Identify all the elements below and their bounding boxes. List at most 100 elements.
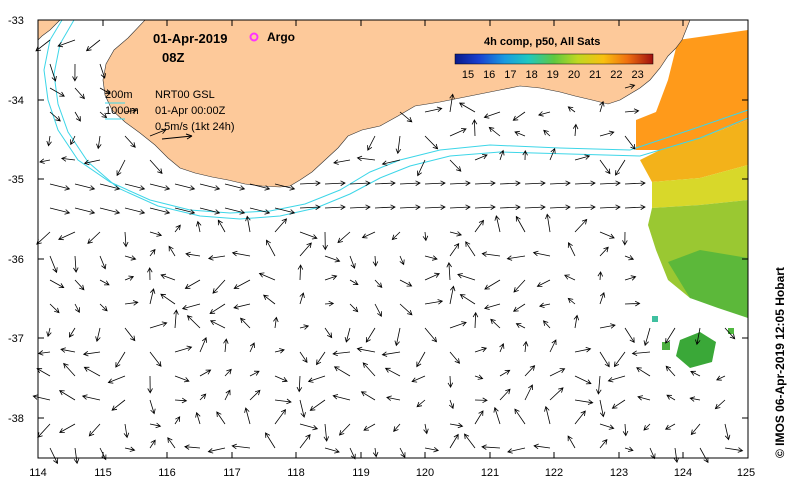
current-arrow-icon (324, 447, 340, 454)
current-arrow-icon (483, 111, 501, 119)
current-arrow-icon (499, 204, 521, 210)
current-arrow-icon (549, 147, 556, 161)
current-arrow-icon (115, 351, 126, 368)
current-arrow-icon (99, 111, 108, 119)
current-arrow-icon (149, 128, 167, 137)
current-arrow-icon (374, 279, 383, 289)
current-arrow-icon (474, 346, 488, 353)
current-arrow-icon (424, 255, 438, 261)
current-arrow-icon (49, 207, 71, 215)
current-arrow-icon (549, 180, 571, 186)
current-arrow-icon (484, 279, 501, 290)
current-arrow-icon (149, 207, 171, 215)
current-arrow-icon (297, 264, 304, 281)
current-arrow-icon (544, 405, 551, 425)
current-arrow-icon (622, 231, 628, 246)
current-arrow-icon (574, 204, 596, 210)
current-arrow-icon (399, 447, 406, 459)
current-arrow-icon (263, 294, 276, 305)
current-arrow-icon (474, 397, 488, 404)
current-arrow-icon (296, 375, 303, 393)
current-arrow-icon (174, 207, 196, 215)
current-arrow-icon (643, 423, 651, 431)
copyright-text: © IMOS 06-Apr-2019 12:05 Hobart (773, 267, 787, 458)
current-arrow-icon (356, 346, 376, 353)
current-arrow-icon (181, 303, 201, 311)
current-arrow-icon (599, 204, 621, 210)
current-arrow-icon (399, 180, 421, 186)
y-tick-label: -34 (8, 95, 24, 107)
current-arrow-icon (386, 395, 401, 401)
current-arrow-icon (124, 207, 146, 215)
current-arrow-icon (124, 327, 136, 342)
current-arrow-icon (216, 411, 226, 425)
current-arrow-icon (82, 350, 101, 357)
current-arrow-icon (665, 327, 676, 344)
current-arrow-icon (49, 111, 61, 122)
current-arrow-icon (449, 433, 459, 449)
current-arrow-icon (724, 423, 731, 441)
current-arrow-icon (299, 324, 310, 330)
current-arrow-icon (599, 231, 615, 239)
current-arrow-icon (299, 423, 319, 431)
current-arrow-icon (174, 224, 181, 233)
current-arrow-icon (607, 375, 626, 383)
colorbar-tick-label: 19 (547, 69, 559, 81)
current-arrow-icon (349, 180, 371, 186)
current-arrow-icon (637, 395, 651, 401)
current-arrow-icon (599, 292, 606, 305)
current-arrow-icon (349, 279, 359, 286)
current-arrow-icon (81, 394, 101, 401)
current-arrow-icon (199, 369, 212, 377)
current-arrow-icon (514, 408, 526, 425)
current-arrow-icon (323, 423, 330, 442)
x-tick-label: 119 (352, 467, 370, 479)
current-arrow-icon (449, 243, 460, 257)
x-tick-label: 118 (287, 467, 305, 479)
current-arrow-icon (449, 159, 462, 172)
current-arrow-icon (714, 399, 726, 410)
current-arrow-icon (374, 180, 396, 186)
current-arrow-icon (299, 180, 321, 186)
current-arrow-icon (307, 375, 326, 383)
current-arrow-icon (515, 323, 526, 329)
current-arrow-icon (57, 39, 76, 48)
current-arrow-icon (449, 351, 461, 364)
x-tick-label: 116 (158, 467, 176, 479)
current-arrow-icon (490, 318, 501, 329)
current-arrow-icon (87, 231, 101, 244)
current-arrow-icon (615, 159, 626, 176)
current-arrow-icon (458, 102, 476, 113)
current-arrow-icon (160, 293, 176, 305)
current-arrow-icon (223, 338, 229, 353)
current-arrow-icon (184, 279, 201, 289)
current-arrow-icon (74, 303, 80, 314)
current-arrow-icon (394, 327, 401, 347)
current-arrow-icon (74, 111, 81, 122)
current-arrow-icon (424, 446, 440, 453)
current-arrow-icon (481, 444, 501, 450)
current-arrow-icon (299, 231, 318, 240)
current-arrow-icon (224, 207, 246, 215)
current-arrow-icon (549, 387, 564, 401)
current-arrow-icon (96, 135, 102, 150)
current-arrow-icon (524, 384, 533, 401)
current-arrow-icon (449, 422, 464, 429)
current-arrow-icon (474, 410, 484, 425)
current-arrow-icon (599, 100, 605, 113)
current-arrow-icon (393, 423, 401, 432)
current-arrow-icon (522, 149, 528, 161)
current-arrow-icon (123, 423, 130, 439)
current-arrow-icon (46, 135, 52, 147)
current-arrow-icon (149, 422, 162, 429)
current-arrow-icon (68, 327, 76, 338)
current-arrow-icon (416, 399, 426, 408)
current-arrow-icon (173, 309, 179, 329)
y-tick-label: -37 (8, 333, 24, 345)
current-arrow-icon (716, 375, 726, 381)
current-arrow-icon (457, 273, 476, 281)
current-arrow-icon (85, 39, 101, 52)
current-arrow-icon (449, 321, 467, 329)
current-arrow-icon (349, 303, 359, 313)
